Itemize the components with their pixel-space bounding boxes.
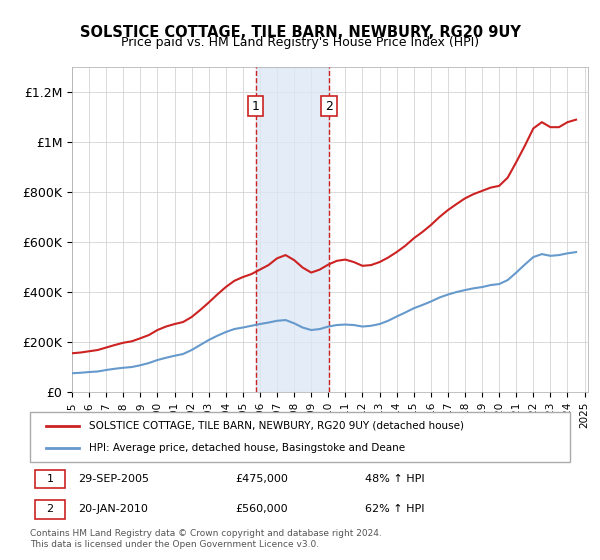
Text: £560,000: £560,000 bbox=[235, 505, 288, 515]
Text: 1: 1 bbox=[252, 100, 260, 113]
FancyBboxPatch shape bbox=[35, 500, 65, 519]
Text: Price paid vs. HM Land Registry's House Price Index (HPI): Price paid vs. HM Land Registry's House … bbox=[121, 36, 479, 49]
Text: HPI: Average price, detached house, Basingstoke and Deane: HPI: Average price, detached house, Basi… bbox=[89, 443, 406, 453]
Text: SOLSTICE COTTAGE, TILE BARN, NEWBURY, RG20 9UY: SOLSTICE COTTAGE, TILE BARN, NEWBURY, RG… bbox=[80, 25, 520, 40]
FancyBboxPatch shape bbox=[30, 412, 570, 462]
Text: 2: 2 bbox=[325, 100, 333, 113]
Text: 20-JAN-2010: 20-JAN-2010 bbox=[79, 505, 148, 515]
FancyBboxPatch shape bbox=[35, 469, 65, 488]
Text: Contains HM Land Registry data © Crown copyright and database right 2024.
This d: Contains HM Land Registry data © Crown c… bbox=[30, 529, 382, 549]
Text: £475,000: £475,000 bbox=[235, 474, 288, 484]
Text: SOLSTICE COTTAGE, TILE BARN, NEWBURY, RG20 9UY (detached house): SOLSTICE COTTAGE, TILE BARN, NEWBURY, RG… bbox=[89, 421, 464, 431]
Bar bbox=[256, 67, 329, 392]
Text: 48% ↑ HPI: 48% ↑ HPI bbox=[365, 474, 424, 484]
Text: 62% ↑ HPI: 62% ↑ HPI bbox=[365, 505, 424, 515]
Text: 1: 1 bbox=[46, 474, 53, 484]
Text: 2: 2 bbox=[46, 505, 53, 515]
Text: 29-SEP-2005: 29-SEP-2005 bbox=[79, 474, 149, 484]
